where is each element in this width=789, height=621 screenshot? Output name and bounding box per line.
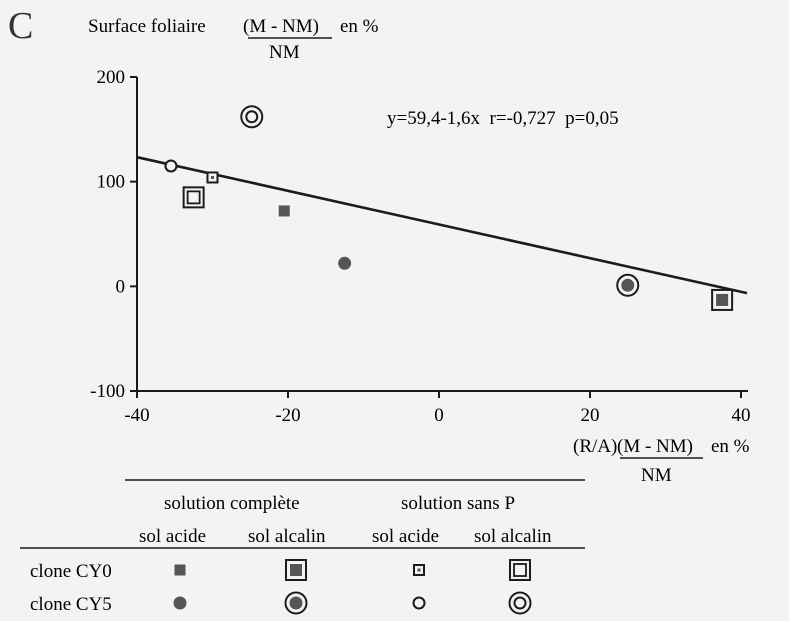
legend-marker-open-square-small: [413, 564, 425, 576]
panel-letter: C: [8, 5, 33, 47]
data-point-open-square-small: [206, 171, 219, 184]
regression-line: [136, 155, 748, 295]
x-tick-label: 20: [581, 405, 600, 426]
x-label-prefix: (R/A): [573, 436, 617, 457]
y-tick-label: 0: [116, 276, 126, 297]
legend-marker-filled-circle-small: [173, 596, 187, 610]
axis-ticks: [130, 76, 742, 398]
x-tick-label: -20: [275, 405, 300, 426]
y-axis-label: Surface foliaire (M - NM) en % NM: [88, 16, 379, 63]
axes: [136, 77, 748, 392]
x-label-suffix: en %: [711, 436, 750, 457]
legend-row-label-cy0: clone CY0: [30, 561, 112, 582]
legend-marker-open-circle-small: [412, 596, 426, 610]
y-label-prefix: Surface foliaire: [88, 16, 206, 37]
x-tick-label: -40: [124, 405, 149, 426]
x-tick-labels: -40 -20 0 20 40: [124, 405, 750, 426]
legend-subheader-4: sol alcalin: [474, 526, 552, 547]
y-tick-labels: 200 100 0 -100: [90, 67, 125, 402]
y-tick-label: 200: [97, 67, 126, 88]
legend-header-sans-p: solution sans P: [401, 493, 515, 514]
legend-markers: [173, 559, 532, 615]
legend-subheader-2: sol alcalin: [248, 526, 326, 547]
data-point-open-circle-ringed: [240, 105, 264, 129]
y-tick-label: 100: [97, 172, 126, 193]
x-label-denominator: NM: [641, 465, 672, 486]
legend-marker-filled-circle-ringed: [284, 591, 308, 615]
legend-marker-open-circle-ringed: [508, 591, 532, 615]
y-label-denominator: NM: [269, 42, 300, 63]
x-axis-label: (R/A) (M - NM) en % NM: [573, 436, 750, 486]
x-tick-label: 40: [732, 405, 751, 426]
data-point-open-circle-small: [164, 159, 178, 173]
data-point-filled-circle-ringed: [616, 273, 640, 297]
legend-marker-open-square-framed: [509, 559, 531, 581]
data-point-open-square-framed: [182, 186, 205, 209]
legend-marker-filled-square-framed: [285, 559, 307, 581]
data-point-filled-square-small: [278, 205, 290, 217]
data-point-filled-square-framed: [711, 288, 734, 311]
data-point-filled-circle-small: [338, 256, 352, 270]
x-label-numerator: (M - NM): [617, 436, 693, 457]
y-tick-label: -100: [90, 381, 125, 402]
legend-header-complete: solution complète: [164, 493, 300, 514]
legend-table: solution complète solution sans P sol ac…: [20, 479, 585, 615]
legend-subheader-1: sol acide: [139, 526, 206, 547]
data-points: [164, 105, 734, 311]
legend-marker-filled-square-small: [174, 564, 186, 576]
y-label-numerator: (M - NM): [243, 16, 319, 37]
regression-equation: y=59,4-1,6x r=-0,727 p=0,05: [387, 108, 619, 129]
x-tick-label: 0: [434, 405, 444, 426]
y-label-suffix: en %: [340, 16, 379, 37]
legend-subheader-3: sol acide: [372, 526, 439, 547]
legend-row-label-cy5: clone CY5: [30, 594, 112, 615]
